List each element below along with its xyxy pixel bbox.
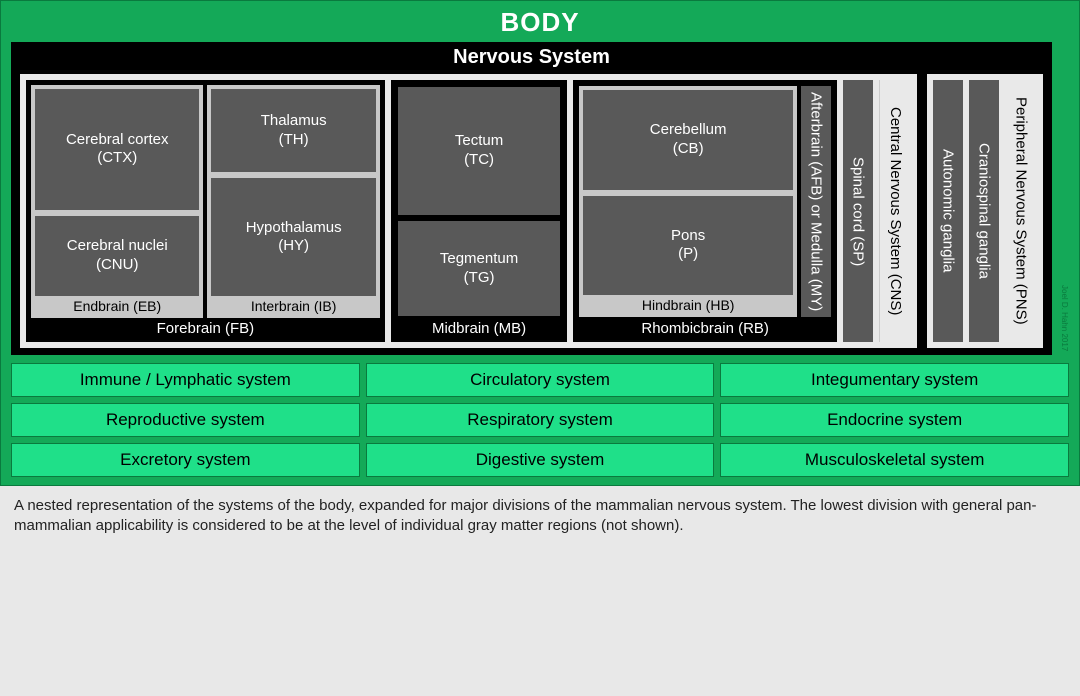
diagram-root: BODY Nervous System <box>0 0 1080 555</box>
leaf-tc: Tectum (TC) <box>398 87 560 215</box>
system-cell: Musculoskeletal system <box>720 443 1069 477</box>
leaf-abbr: (CNU) <box>96 256 139 275</box>
system-cell: Circulatory system <box>366 363 715 397</box>
nervous-system-panel: Nervous System <box>11 42 1052 355</box>
endbrain-group: Cerebral cortex (CTX) Cerebral nuclei (C… <box>31 85 203 318</box>
craniospinal-col: Craniospinal ganglia <box>969 80 999 342</box>
midbrain-label: Midbrain (MB) <box>396 318 562 337</box>
system-cell: Digestive system <box>366 443 715 477</box>
leaf-p: Pons (P) <box>583 196 793 296</box>
cns-group: Cerebral cortex (CTX) Cerebral nuclei (C… <box>19 73 918 349</box>
leaf-hy: Hypothalamus (HY) <box>211 178 375 296</box>
system-cell: Immune / Lymphatic system <box>11 363 360 397</box>
brain-row: Cerebral cortex (CTX) Cerebral nuclei (C… <box>26 80 837 342</box>
hindbrain-group: Cerebellum (CB) Pons (P) <box>579 86 797 317</box>
rhombicbrain-label: Rhombicbrain (RB) <box>578 318 832 337</box>
body-title: BODY <box>11 7 1069 38</box>
leaf-abbr: (HY) <box>278 237 309 256</box>
cns-label: Central Nervous System (CNS) <box>879 80 911 342</box>
pns-label: Peripheral Nervous System (PNS) <box>1005 80 1037 342</box>
system-cell: Endocrine system <box>720 403 1069 437</box>
rhombicbrain-col: Cerebellum (CB) Pons (P) <box>573 80 837 342</box>
leaf-abbr: (CB) <box>673 140 704 159</box>
leaf-abbr: (TH) <box>279 131 309 150</box>
leaf-cb: Cerebellum (CB) <box>583 90 793 190</box>
system-cell: Excretory system <box>11 443 360 477</box>
midbrain-col: Tectum (TC) Tegmentum (TG) Midbrai <box>391 80 567 342</box>
leaf-abbr: (CTX) <box>97 149 137 168</box>
leaf-name: Cerebral cortex <box>66 131 169 150</box>
leaf-ctx: Cerebral cortex (CTX) <box>35 89 199 210</box>
leaf-name: Cerebellum <box>650 121 727 140</box>
spinal-cord-col: Spinal cord (SP) <box>843 80 873 342</box>
caption-text: A nested representation of the systems o… <box>0 486 1080 555</box>
afterbrain-col: Afterbrain (AFB) or Medulla (MY) <box>801 86 831 317</box>
leaf-abbr: (TG) <box>464 269 495 288</box>
leaf-cnu: Cerebral nuclei (CNU) <box>35 216 199 297</box>
system-cell: Respiratory system <box>366 403 715 437</box>
interbrain-label: Interbrain (IB) <box>211 296 375 314</box>
nervous-system-title: Nervous System <box>19 46 1044 69</box>
leaf-name: Tectum <box>455 132 503 151</box>
leaf-abbr: (TC) <box>464 151 494 170</box>
leaf-abbr: (P) <box>678 245 698 264</box>
nervous-system-row: Nervous System <box>11 42 1069 355</box>
leaf-name: Pons <box>671 227 705 246</box>
leaf-name: Cerebral nuclei <box>67 237 168 256</box>
nervous-system-body: Cerebral cortex (CTX) Cerebral nuclei (C… <box>19 73 1044 349</box>
leaf-tg: Tegmentum (TG) <box>398 221 560 316</box>
forebrain-col: Cerebral cortex (CTX) Cerebral nuclei (C… <box>26 80 385 342</box>
body-panel: BODY Nervous System <box>0 0 1080 486</box>
pns-group: Autonomic ganglia Craniospinal ganglia P… <box>926 73 1044 349</box>
leaf-name: Tegmentum <box>440 250 518 269</box>
leaf-name: Thalamus <box>261 112 327 131</box>
system-cell: Integumentary system <box>720 363 1069 397</box>
hindbrain-label: Hindbrain (HB) <box>583 295 793 313</box>
autonomic-col: Autonomic ganglia <box>933 80 963 342</box>
brain-wrap: Cerebral cortex (CTX) Cerebral nuclei (C… <box>26 80 837 342</box>
forebrain-label: Forebrain (FB) <box>31 318 380 337</box>
credit-text: Joel D. Hahn 2017 <box>1060 285 1069 355</box>
interbrain-group: Thalamus (TH) Hypothalamus (HY) <box>207 85 379 318</box>
system-cell: Reproductive system <box>11 403 360 437</box>
endbrain-label: Endbrain (EB) <box>35 296 199 314</box>
systems-grid: Immune / Lymphatic system Circulatory sy… <box>11 363 1069 477</box>
leaf-name: Hypothalamus <box>246 219 342 238</box>
leaf-th: Thalamus (TH) <box>211 89 375 172</box>
